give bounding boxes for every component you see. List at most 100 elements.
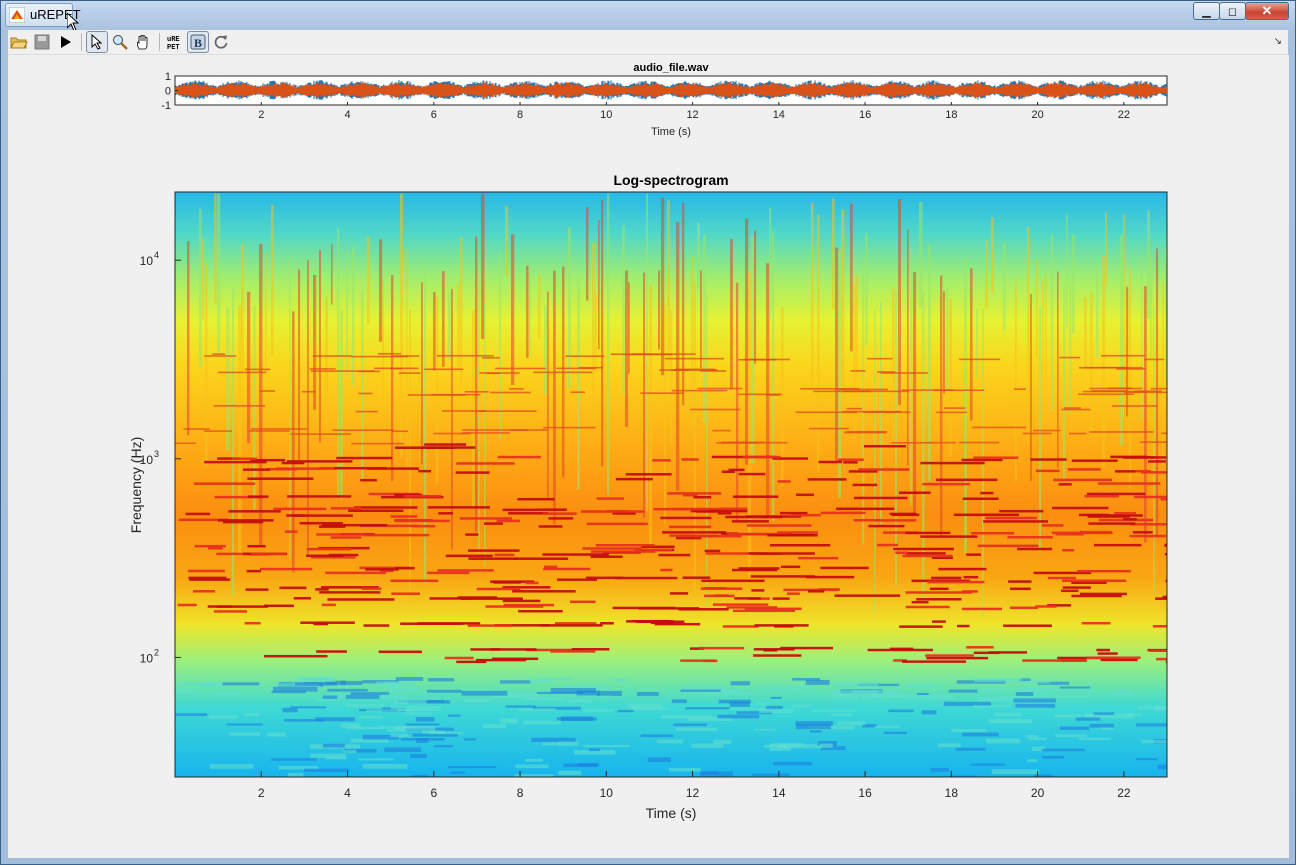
play-button[interactable] — [54, 31, 76, 53]
urepet-button[interactable]: uRE PET — [164, 31, 186, 53]
spectrogram-noise — [831, 690, 878, 696]
spectrogram-noise — [1113, 691, 1134, 696]
spectrogram-harmonic — [264, 604, 294, 608]
spectrogram-harmonic — [1152, 625, 1167, 628]
spectrogram-harmonic — [259, 567, 313, 571]
spectrogram-noise — [327, 688, 368, 692]
spectrogram-noise — [415, 716, 435, 722]
spectrogram-harmonic — [1033, 429, 1061, 432]
spectrogram-onset — [382, 279, 385, 402]
undo-button[interactable] — [210, 31, 232, 53]
close-button[interactable]: ✕ — [1245, 2, 1289, 20]
spectrogram-noise — [979, 698, 999, 702]
spectrogram-harmonic — [1007, 535, 1053, 539]
dock-arrow-icon[interactable]: ↘ — [1273, 36, 1282, 47]
zoom-button[interactable] — [109, 31, 131, 53]
spectrogram-harmonic — [542, 553, 609, 556]
spectrogram-harmonic — [183, 428, 210, 430]
spectrogram-harmonic — [795, 493, 815, 497]
spectrogram-noise — [346, 704, 385, 708]
spectrogram-harmonic — [843, 390, 909, 393]
maximize-button[interactable]: ◻ — [1219, 2, 1246, 20]
spectrogram-harmonic — [1003, 624, 1052, 627]
spectrogram-noise — [792, 704, 810, 708]
spectrogram-harmonic — [905, 591, 973, 594]
spectrogram-harmonic — [882, 531, 918, 534]
spectrogram-harmonic — [366, 467, 419, 470]
spectrogram-onset — [664, 304, 666, 524]
spectrogram-noise — [951, 728, 986, 733]
spectrogram-harmonic — [641, 545, 675, 549]
spectrogram-harmonic — [660, 516, 712, 520]
spectrogram-harmonic — [1148, 460, 1166, 463]
spectrogram-axes[interactable]: Log-spectrogram 2 4 6 8 10 12 14 16 18 20 22 10 410… — [128, 172, 1229, 821]
select-button[interactable] — [86, 31, 108, 53]
spectrogram-onset — [289, 258, 291, 559]
spectrogram-noise — [278, 765, 319, 770]
spectrogram-noise — [546, 697, 564, 701]
spectrogram-harmonic — [494, 624, 551, 627]
spectrogram-harmonic — [538, 525, 563, 528]
spectrogram-noise — [656, 739, 683, 744]
spectrogram-noise — [765, 705, 783, 710]
spectrogram-xtick-label: 10 — [600, 786, 614, 800]
spectrogram-harmonic — [248, 430, 290, 432]
spectrogram-noise — [754, 728, 776, 731]
spectrogram-noise — [434, 745, 454, 748]
spectrogram-ytick-label: 10 — [140, 254, 154, 268]
spectrogram-harmonic — [772, 457, 808, 460]
waveform-axes[interactable]: audio_file.wav 10-1 2 4 6 8 10 12 14 16 18 20 22 T… — [161, 62, 1168, 138]
spectrogram-onset — [628, 282, 630, 374]
title-bar[interactable]: uREPET ▁ ◻ ✕ — [1, 1, 1295, 32]
spectrogram-harmonic — [244, 621, 261, 625]
spectrogram-harmonic — [491, 657, 539, 661]
spectrogram-harmonic — [1017, 547, 1053, 551]
spectrogram-noise — [482, 724, 506, 729]
spectrogram-harmonic — [1008, 580, 1032, 583]
spectrogram-onset — [232, 288, 235, 596]
spectrogram-noise — [290, 706, 327, 709]
spectrogram-noise — [284, 719, 325, 722]
spectrogram-noise — [540, 677, 572, 680]
spectrogram-noise — [637, 692, 659, 696]
spectrogram-onset — [682, 202, 685, 406]
spectrogram-noise — [390, 705, 441, 711]
spectrogram-noise — [796, 724, 831, 730]
spectrogram-noise — [1075, 717, 1101, 721]
spectrogram-harmonic — [807, 590, 825, 593]
spectrogram-harmonic — [786, 592, 800, 595]
spectrogram-onset — [442, 271, 445, 367]
spectrogram-noise — [831, 693, 878, 699]
spectrogram-onset — [460, 237, 463, 387]
spectrogram-onset — [340, 310, 344, 499]
minimize-button[interactable]: ▁ — [1193, 2, 1220, 20]
spectrogram-onset — [1045, 274, 1047, 422]
spectrogram-noise — [991, 769, 1040, 775]
spectrogram-harmonic — [750, 575, 815, 578]
save-button[interactable] — [31, 31, 53, 53]
spectrogram-noise — [362, 734, 399, 740]
spectrogram-harmonic — [1134, 390, 1163, 393]
spectrogram-noise — [1093, 712, 1115, 716]
spectrogram-harmonic — [1160, 497, 1167, 501]
spectrogram-harmonic — [468, 557, 519, 560]
spectrogram-noise — [713, 739, 732, 745]
spectrogram-harmonic — [1129, 534, 1166, 538]
spectrogram-onset — [700, 270, 702, 369]
background-button[interactable]: B — [187, 31, 209, 53]
spectrogram-onset — [898, 198, 901, 405]
spectrogram-noise — [1125, 713, 1142, 717]
spectrogram-harmonic — [327, 598, 395, 601]
spectrogram-noise — [541, 742, 562, 746]
open-button[interactable] — [8, 31, 30, 53]
spectrogram-noise — [412, 774, 429, 777]
spectrogram-harmonic — [482, 357, 500, 359]
spectrogram-harmonic — [300, 621, 355, 624]
pan-button[interactable] — [132, 31, 154, 53]
spectrogram-harmonic — [354, 506, 418, 509]
spectrogram-noise — [1030, 694, 1050, 700]
spectrogram-noise — [322, 743, 345, 748]
spectrogram-noise — [294, 682, 338, 686]
spectrogram-harmonic — [738, 393, 783, 396]
spectrogram-noise — [948, 689, 978, 693]
